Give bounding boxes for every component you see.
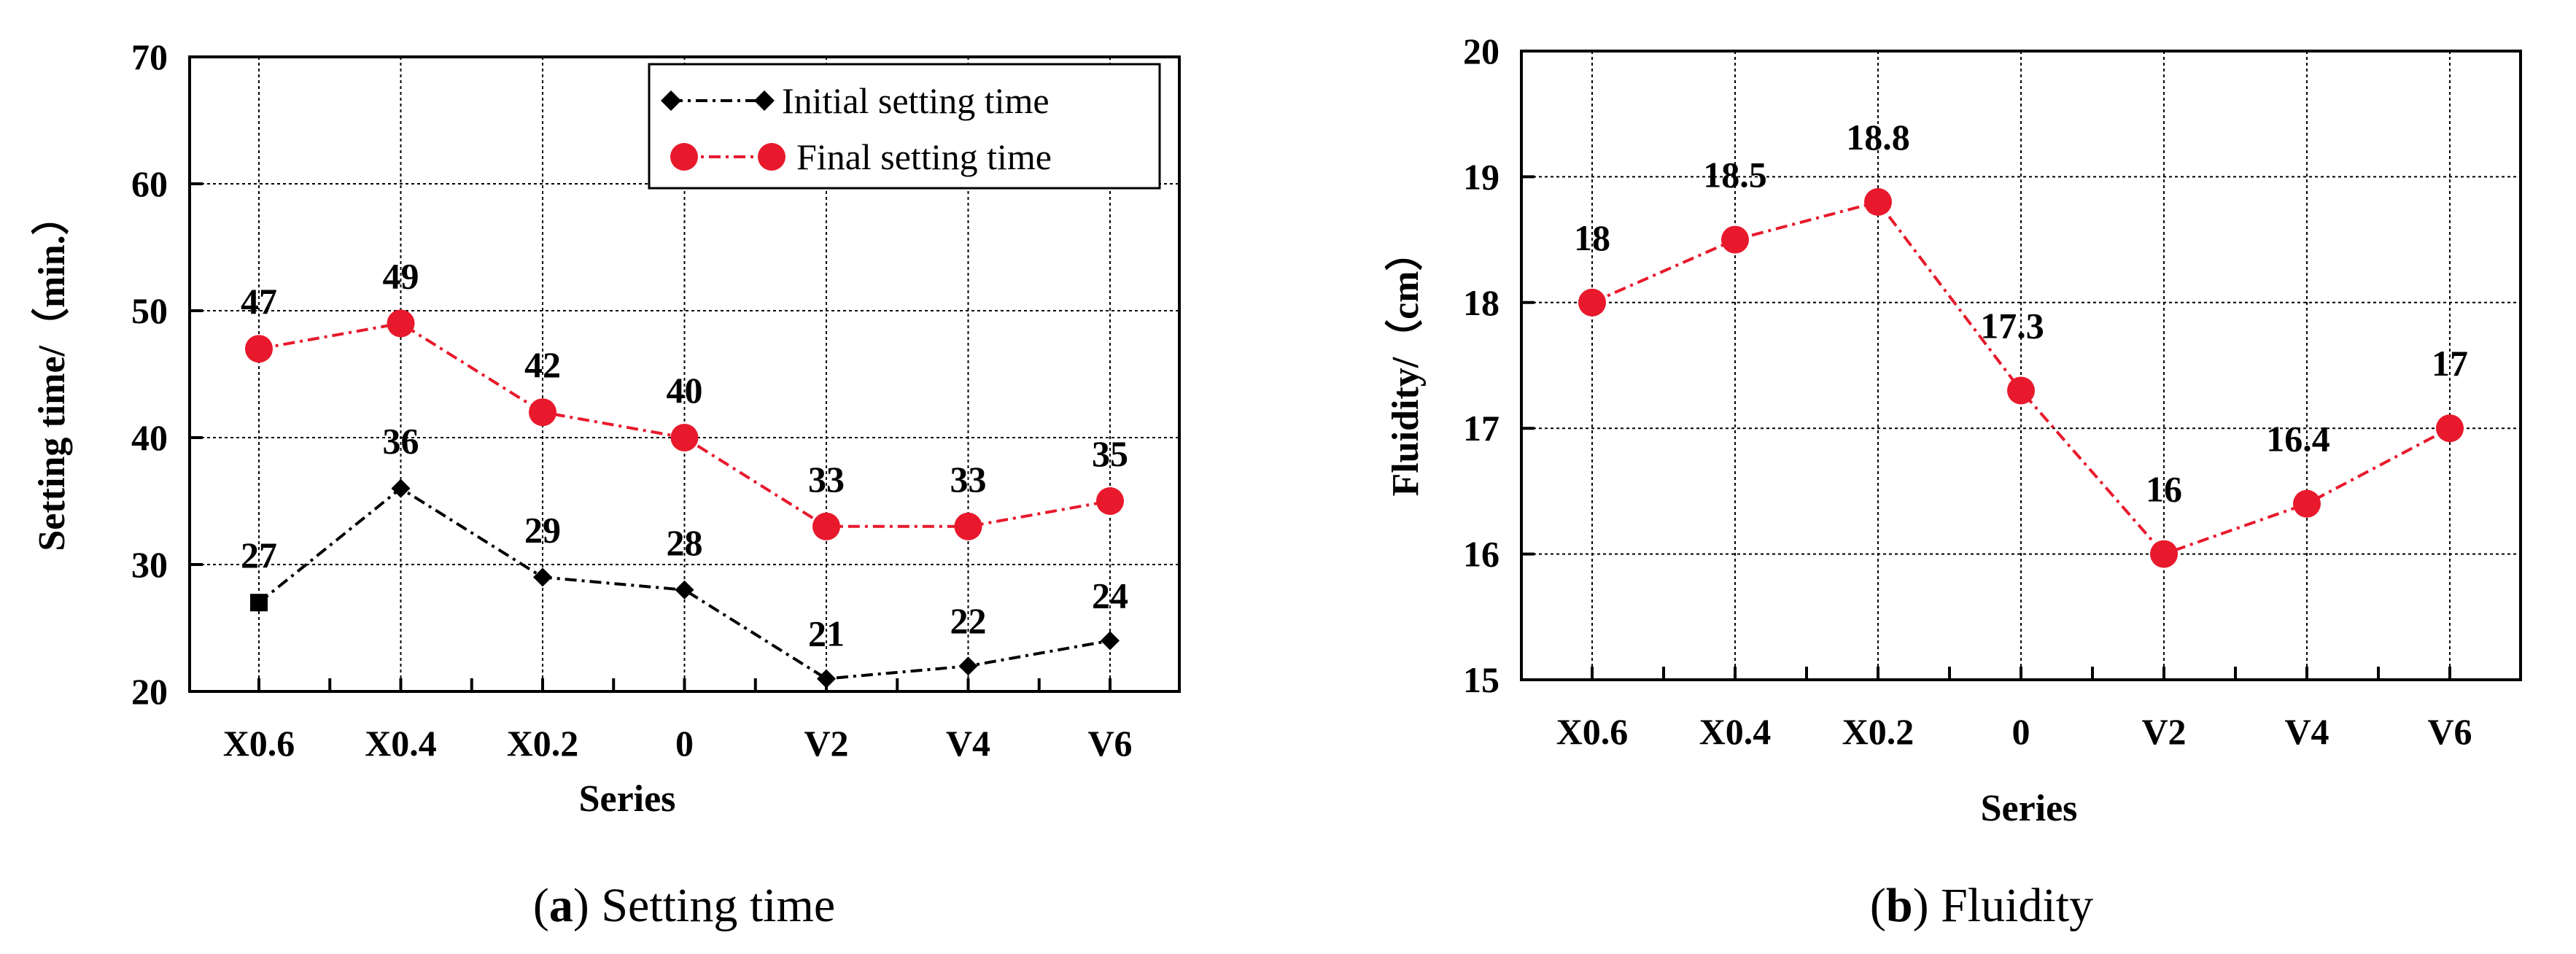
chart-grid xyxy=(1521,51,2521,680)
y-tick-label: 20 xyxy=(1463,31,1500,71)
data-point xyxy=(245,335,273,363)
y-tick-label: 16 xyxy=(1463,534,1500,575)
data-point xyxy=(391,478,411,498)
caption-a: (a) Setting time xyxy=(533,879,835,932)
caption-letter: b xyxy=(1886,879,1913,932)
series-group xyxy=(1578,187,2464,568)
data-point xyxy=(250,594,268,612)
data-labels: 18 18.5 18.8 17.3 16 16.4 17 xyxy=(1574,117,2468,510)
x-tick-label: V2 xyxy=(2141,711,2186,752)
data-label: 27 xyxy=(241,535,277,575)
data-point xyxy=(1101,631,1120,651)
data-label: 18.5 xyxy=(1703,155,1767,195)
data-label: 33 xyxy=(808,459,845,500)
legend-marker xyxy=(758,143,785,171)
data-label: 49 xyxy=(383,255,419,296)
data-label: 42 xyxy=(524,344,561,385)
x-tick-label: 0 xyxy=(675,723,694,764)
data-point xyxy=(1864,187,1892,216)
legend-marker xyxy=(661,90,681,111)
data-label: 18 xyxy=(1574,217,1610,258)
x-tick-label: V4 xyxy=(946,723,990,764)
axis-ticks: X0.6 X0.4 X0.2 0 V2 V4 V6 20 30 40 50 60 70 xyxy=(131,36,1133,764)
data-label: 24 xyxy=(1092,575,1128,616)
data-point xyxy=(2007,376,2035,405)
data-point xyxy=(533,567,552,587)
chart-setting-time: X0.6 X0.4 X0.2 0 V2 V4 V6 20 30 40 50 60 70 27 36 29 28… xyxy=(31,36,1181,932)
y-tick-label: 18 xyxy=(1463,282,1500,323)
data-point xyxy=(2436,414,2464,443)
legend: Initial setting time Final setting time xyxy=(648,63,1161,190)
x-tick-label: X0.6 xyxy=(1556,711,1629,752)
data-label: 29 xyxy=(524,509,561,550)
y-axis-label: Fluidity/（cm） xyxy=(1384,233,1427,496)
caption-text: Setting time xyxy=(589,879,835,932)
data-label: 18.8 xyxy=(1846,117,1910,158)
x-tick-label: X0.4 xyxy=(365,723,437,764)
axis-ticks: X0.6 X0.4 X0.2 0 V2 V4 V6 15 16 17 18 19 20 xyxy=(1463,31,2472,752)
legend-item-initial: Initial setting time xyxy=(661,80,1050,121)
y-tick-label: 60 xyxy=(131,163,168,204)
data-label: 40 xyxy=(667,370,703,411)
y-axis-label: Setting time/（min.） xyxy=(31,197,73,551)
data-point xyxy=(2293,489,2321,518)
data-point xyxy=(958,656,978,676)
data-point xyxy=(675,580,694,600)
data-label: 28 xyxy=(667,522,703,563)
data-label: 22 xyxy=(950,600,987,641)
legend-item-final: Final setting time xyxy=(670,136,1052,177)
legend-label: Initial setting time xyxy=(782,80,1050,121)
y-tick-label: 50 xyxy=(131,290,168,331)
data-point xyxy=(812,512,840,540)
caption-letter: a xyxy=(549,879,573,932)
data-point xyxy=(2150,540,2178,568)
data-point xyxy=(817,669,836,689)
x-tick-label: V2 xyxy=(804,723,848,764)
data-point xyxy=(1578,288,1606,317)
y-tick-label: 70 xyxy=(131,36,168,77)
data-point xyxy=(1096,487,1124,515)
x-tick-label: X0.6 xyxy=(223,723,295,764)
data-point xyxy=(1721,225,1749,254)
x-tick-label: V6 xyxy=(2427,711,2472,752)
data-label: 33 xyxy=(950,459,987,500)
x-axis-label: Series xyxy=(579,778,676,820)
y-tick-label: 20 xyxy=(131,671,168,712)
data-label: 35 xyxy=(1092,433,1128,474)
data-label: 16 xyxy=(2146,469,2182,510)
x-tick-label: X0.4 xyxy=(1699,711,1772,752)
data-label: 16.4 xyxy=(2266,419,2330,459)
y-tick-label: 15 xyxy=(1463,659,1500,700)
caption-text: Fluidity xyxy=(1929,879,2094,932)
y-tick-label: 17 xyxy=(1463,408,1500,449)
x-axis-label: Series xyxy=(1981,788,2078,829)
data-label: 47 xyxy=(241,281,277,322)
data-labels: 27 36 29 28 21 22 24 47 49 42 40 33 33 35 xyxy=(241,255,1128,654)
data-label: 17 xyxy=(2432,343,2468,384)
legend-marker xyxy=(754,90,775,111)
series-group xyxy=(245,309,1124,689)
x-tick-label: X0.2 xyxy=(507,723,579,764)
y-tick-label: 30 xyxy=(131,544,168,585)
x-tick-label: V4 xyxy=(2284,711,2329,752)
x-tick-label: V6 xyxy=(1087,723,1132,764)
caption-b: (b) Fluidity xyxy=(1870,879,2093,932)
data-label: 21 xyxy=(808,613,845,654)
data-label: 36 xyxy=(383,421,419,462)
data-point xyxy=(529,398,556,427)
x-tick-label: 0 xyxy=(2012,711,2030,752)
y-tick-label: 40 xyxy=(131,417,168,458)
legend-marker xyxy=(670,143,698,171)
y-tick-label: 19 xyxy=(1463,156,1500,197)
x-tick-label: X0.2 xyxy=(1842,711,1914,752)
legend-label: Final setting time xyxy=(796,136,1052,177)
legend-box xyxy=(648,63,1161,190)
data-label: 17.3 xyxy=(1980,305,2044,346)
data-point xyxy=(387,309,415,338)
data-point xyxy=(954,512,982,540)
data-point xyxy=(670,424,699,451)
